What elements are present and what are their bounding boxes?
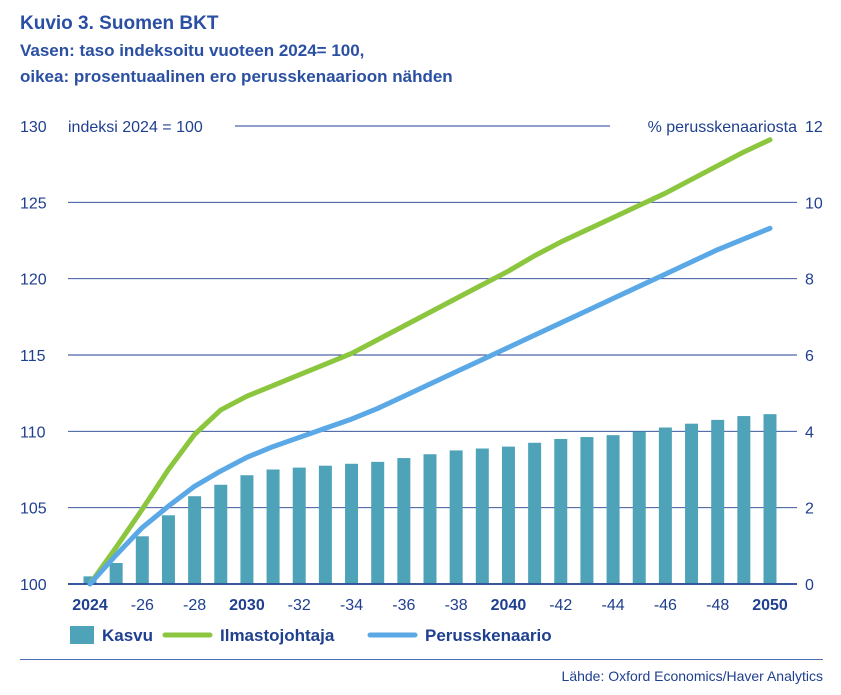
right-tick-label-2: 2 xyxy=(805,501,814,518)
x-tick-label-2050: 2050 xyxy=(752,597,788,614)
bar-kasvu-2038 xyxy=(449,450,463,584)
bar-kasvu-2039 xyxy=(475,448,489,584)
left-tick-label-115: 115 xyxy=(20,348,46,365)
x-tick-label-2024: 2024 xyxy=(72,597,108,614)
x-tick-label-2042: -42 xyxy=(549,597,572,614)
right-tick-label-10: 10 xyxy=(805,195,823,212)
x-tick-label-2036: -36 xyxy=(392,597,415,614)
bar-kasvu-2042 xyxy=(554,438,568,584)
source-note: Lähde: Oxford Economics/Haver Analytics xyxy=(561,668,823,684)
bar-kasvu-2049 xyxy=(737,416,751,584)
bar-kasvu-2029 xyxy=(214,484,228,584)
legend-swatch-kasvu xyxy=(70,626,94,644)
x-tick-label-2046: -46 xyxy=(654,597,677,614)
left-tick-label-100: 100 xyxy=(20,577,47,594)
bar-kasvu-2040 xyxy=(501,446,515,584)
footer-rule xyxy=(20,659,823,660)
legend-label-kasvu: Kasvu xyxy=(102,626,153,645)
right-tick-label-8: 8 xyxy=(805,272,814,289)
bar-kasvu-2025 xyxy=(109,563,123,584)
legend-label-perusskenaario: Perusskenaario xyxy=(425,626,552,645)
right-tick-label-12: 12 xyxy=(805,119,823,136)
bar-kasvu-2044 xyxy=(606,435,620,584)
left-tick-label-120: 120 xyxy=(20,272,47,289)
x-tick-label-2044: -44 xyxy=(602,597,625,614)
x-tick-label-2026: -26 xyxy=(131,597,154,614)
left-tick-label-110: 110 xyxy=(20,424,46,441)
bar-kasvu-2031 xyxy=(266,469,280,584)
right-tick-label-6: 6 xyxy=(805,348,814,365)
bar-kasvu-2043 xyxy=(580,437,594,584)
right-tick-label-0: 0 xyxy=(805,577,814,594)
bar-kasvu-2037 xyxy=(423,454,437,584)
bar-kasvu-2026 xyxy=(135,536,149,584)
bar-kasvu-2035 xyxy=(371,461,385,584)
line-perusskenaario xyxy=(87,225,773,587)
bar-kasvu-2041 xyxy=(528,442,542,584)
bar-kasvu-2036 xyxy=(397,458,411,584)
left-tick-label-125: 125 xyxy=(20,195,47,212)
x-tick-label-2032: -32 xyxy=(288,597,311,614)
bar-kasvu-2048 xyxy=(711,419,725,584)
x-tick-label-2048: -48 xyxy=(706,597,729,614)
bar-kasvu-2034 xyxy=(345,463,359,584)
x-tick-label-2030: 2030 xyxy=(229,597,265,614)
bar-kasvu-2045 xyxy=(632,431,646,584)
bar-kasvu-2030 xyxy=(240,475,254,584)
left-tick-label-130: 130 xyxy=(20,119,47,136)
bar-kasvu-2032 xyxy=(292,467,306,584)
bar-kasvu-2046 xyxy=(658,427,672,584)
bar-kasvu-2050 xyxy=(763,414,777,584)
bar-kasvu-2033 xyxy=(318,465,332,584)
x-tick-label-2034: -34 xyxy=(340,597,363,614)
bar-kasvu-2027 xyxy=(161,515,175,584)
chart-subtitle-left-axis: Vasen: taso indeksoitu vuoteen 2024= 100… xyxy=(20,41,365,60)
x-tick-label-2040: 2040 xyxy=(491,597,527,614)
x-tick-label-2028: -28 xyxy=(183,597,206,614)
right-axis-label: % perusskenaariosta xyxy=(648,119,798,136)
line-ilmastojohtaja xyxy=(87,137,773,587)
chart-title: Kuvio 3. Suomen BKT xyxy=(20,13,219,34)
legend-label-ilmastojohtaja: Ilmastojohtaja xyxy=(220,626,335,645)
left-axis-label: indeksi 2024 = 100 xyxy=(68,119,203,136)
bar-kasvu-2047 xyxy=(685,423,699,584)
right-tick-label-4: 4 xyxy=(805,424,814,441)
left-tick-label-105: 105 xyxy=(20,501,47,518)
chart-subtitle-right-axis: oikea: prosentuaalinen ero perusskenaari… xyxy=(20,67,453,86)
x-tick-label-2038: -38 xyxy=(445,597,468,614)
gdp-chart: 100 105 110 115 120 125 130 0 2 4 6 8 10 12 indeksi 20… xyxy=(20,119,823,645)
bar-kasvu-2028 xyxy=(188,496,202,584)
